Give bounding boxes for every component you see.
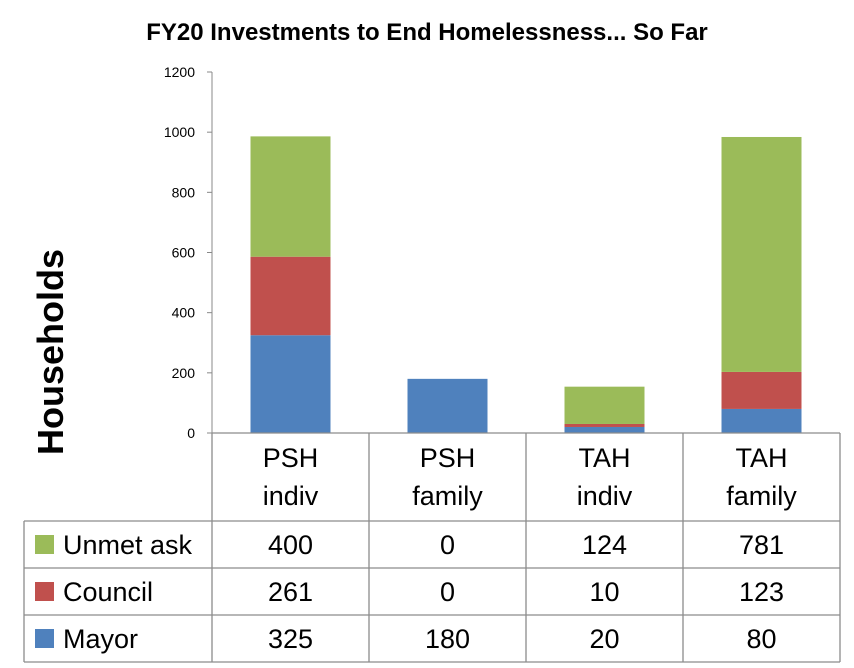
y-tick-label: 1200 xyxy=(164,64,195,80)
y-tick-label: 200 xyxy=(172,365,196,381)
legend-label: Mayor xyxy=(63,624,138,654)
category-label: PSH xyxy=(420,443,476,473)
legend-label: Unmet ask xyxy=(63,530,193,560)
bar-council xyxy=(564,423,645,427)
y-tick-label: 800 xyxy=(172,184,196,200)
legend-swatch-mayor xyxy=(35,629,54,648)
bar-mayor xyxy=(407,378,488,433)
table-cell-value: 0 xyxy=(440,577,455,607)
bar-council xyxy=(721,371,802,409)
table-cell-value: 261 xyxy=(268,577,313,607)
table-cell-value: 10 xyxy=(589,577,619,607)
bar-mayor xyxy=(721,408,802,433)
category-label: TAH xyxy=(579,443,631,473)
table-cell-value: 80 xyxy=(746,624,776,654)
table-cell-value: 180 xyxy=(425,624,470,654)
y-tick-label: 600 xyxy=(172,245,196,261)
legend-swatch-council xyxy=(35,582,54,601)
y-tick-label: 400 xyxy=(172,305,196,321)
category-label: family xyxy=(726,481,797,511)
category-label: family xyxy=(412,481,483,511)
category-label: TAH xyxy=(736,443,788,473)
bar-mayor xyxy=(564,426,645,433)
category-label: indiv xyxy=(263,481,319,511)
chart-title: FY20 Investments to End Homelessness... … xyxy=(146,19,708,46)
legend-swatch-unmet-ask xyxy=(35,535,54,554)
table-cell-value: 400 xyxy=(268,530,313,560)
table-cell-value: 20 xyxy=(589,624,619,654)
table-cell-value: 781 xyxy=(739,530,784,560)
bar-unmet-ask xyxy=(564,386,645,424)
legend-label: Council xyxy=(63,577,153,607)
table-cell-value: 124 xyxy=(582,530,627,560)
category-label: PSH xyxy=(263,443,319,473)
y-tick-label: 0 xyxy=(187,425,195,441)
table-cell-value: 0 xyxy=(440,530,455,560)
bar-council xyxy=(250,256,331,336)
bar-mayor xyxy=(250,335,331,433)
table-cell-value: 123 xyxy=(739,577,784,607)
category-label: indiv xyxy=(577,481,633,511)
bar-unmet-ask xyxy=(721,136,802,372)
y-axis-label: Households xyxy=(30,249,71,455)
table-cell-value: 325 xyxy=(268,624,313,654)
y-tick-label: 1000 xyxy=(164,124,195,140)
bar-unmet-ask xyxy=(250,136,331,257)
